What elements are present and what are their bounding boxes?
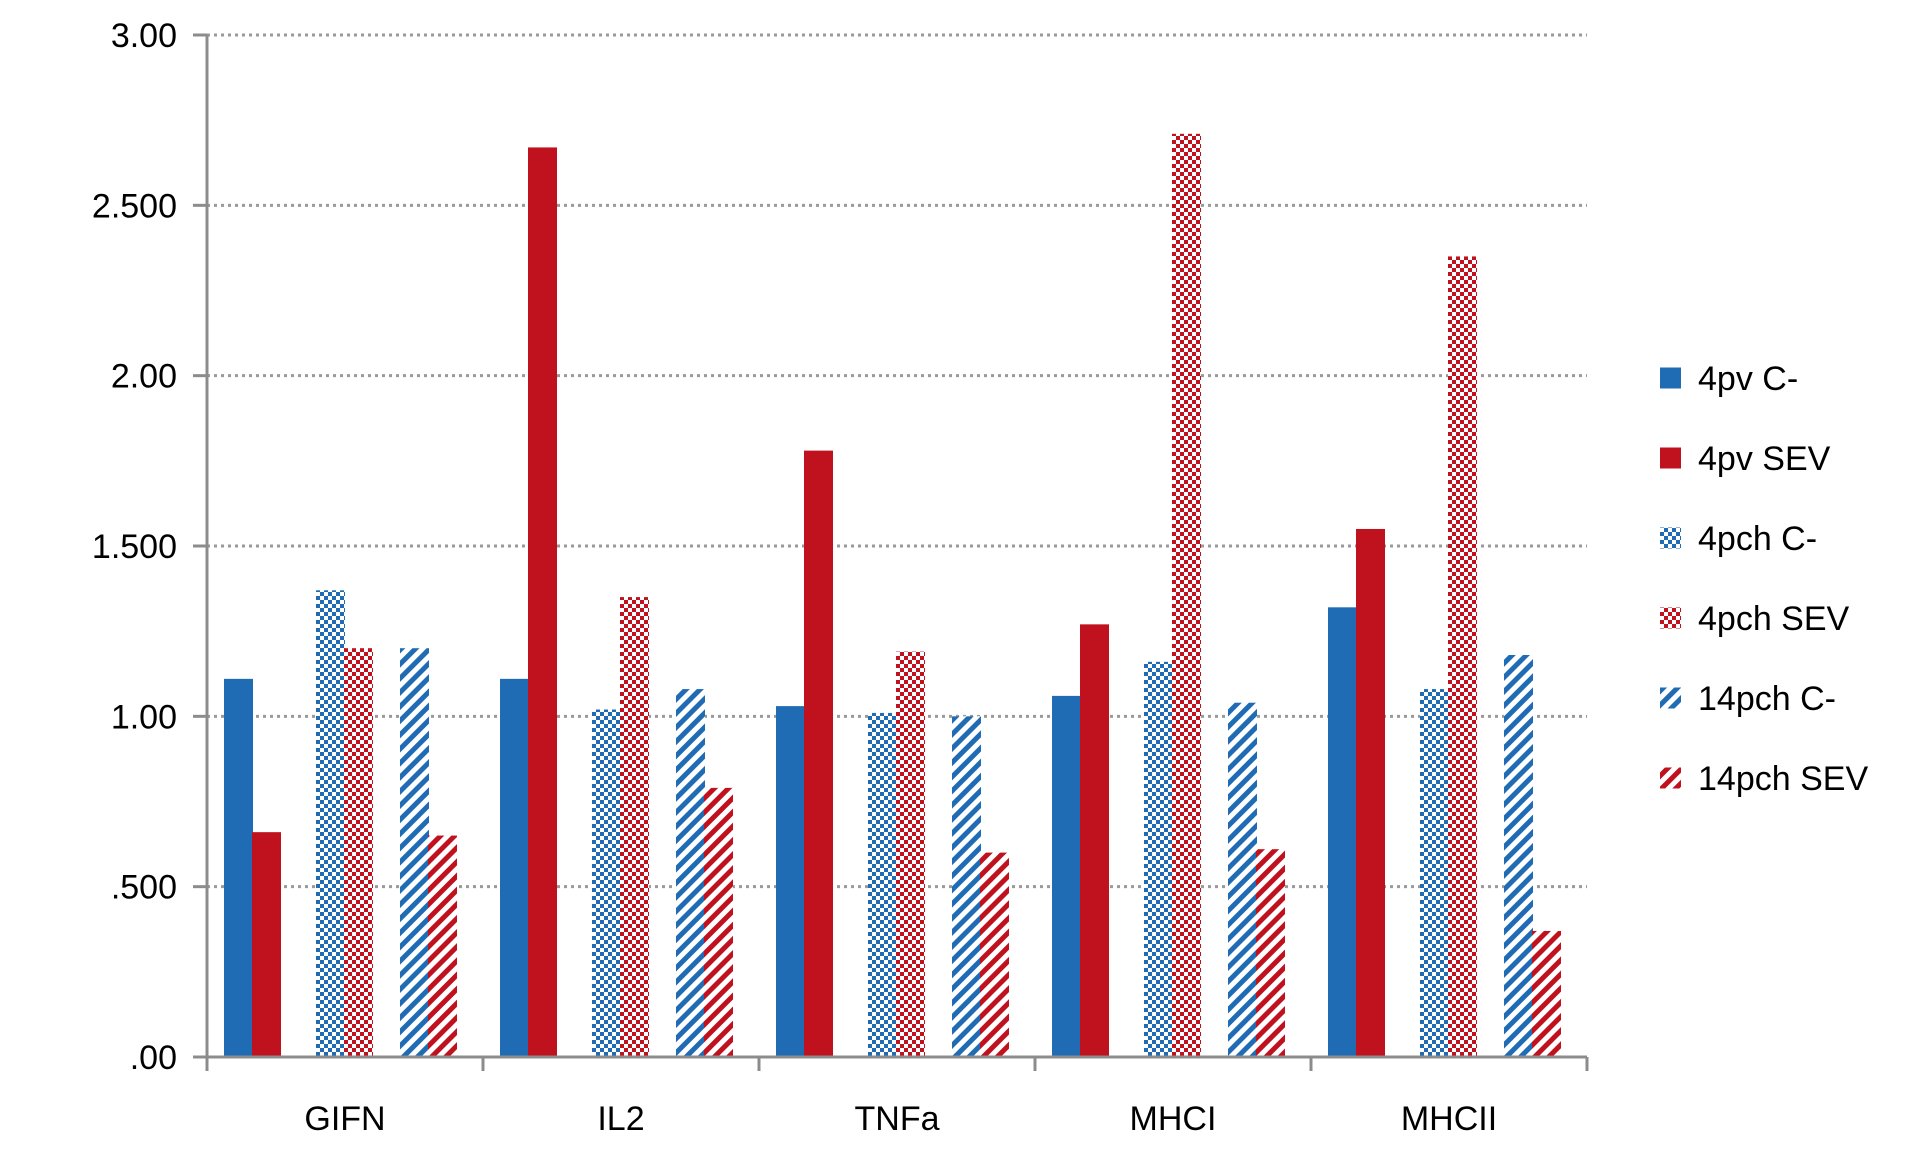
legend-swatch xyxy=(1660,367,1681,389)
x-axis-ticks: GIFN IL2 TNFa MHCI MHCII xyxy=(205,1057,1589,1138)
x-tick-label: MHCI xyxy=(1130,1100,1217,1138)
bar-tnfa-4pv-c- xyxy=(776,706,805,1057)
legend-swatch xyxy=(1660,607,1681,629)
legend-label: 4pch C- xyxy=(1698,520,1817,558)
bar-tnfa-14pch-c- xyxy=(952,716,981,1057)
legend-swatch xyxy=(1660,527,1681,549)
y-tick-label: .00 xyxy=(130,1039,177,1077)
bar-il2-4pch-sev xyxy=(620,597,649,1057)
legend-label: 4pv SEV xyxy=(1698,440,1831,478)
bar-gifn-4pch-sev xyxy=(344,648,373,1057)
bar-gifn-4pv-sev xyxy=(252,832,281,1057)
legend-label: 14pch SEV xyxy=(1698,760,1868,798)
bar-mhci-4pv-c- xyxy=(1052,695,1081,1057)
x-tick-label: MHCII xyxy=(1401,1100,1497,1138)
bar-il2-4pch-c- xyxy=(592,709,621,1057)
legend-label: 4pch SEV xyxy=(1698,600,1850,638)
legend-swatch xyxy=(1660,767,1681,789)
bar-il2-14pch-sev xyxy=(704,787,733,1057)
x-tick-label: TNFa xyxy=(855,1100,940,1138)
y-tick-label: 2.00 xyxy=(111,358,177,396)
bar-mhcii-4pch-sev xyxy=(1448,256,1477,1057)
bar-mhci-4pch-c- xyxy=(1144,661,1173,1057)
bar-tnfa-14pch-sev xyxy=(980,852,1009,1057)
y-tick-label: 2.500 xyxy=(92,187,177,225)
legend-label: 14pch C- xyxy=(1698,680,1836,718)
bar-mhci-4pch-sev xyxy=(1172,133,1201,1057)
legend: 4pv C- 4pv SEV 4pch C- 4pch SEV 14pch C- 14pc… xyxy=(1660,360,1868,798)
bar-tnfa-4pch-sev xyxy=(896,651,925,1057)
bar-il2-4pv-sev xyxy=(528,147,557,1058)
bar-il2-4pv-c- xyxy=(500,678,529,1057)
bar-mhcii-4pv-c- xyxy=(1328,607,1357,1057)
bars xyxy=(224,133,1561,1058)
bar-mhci-4pv-sev xyxy=(1080,624,1109,1057)
bar-mhcii-4pch-c- xyxy=(1420,689,1449,1057)
bar-mhci-14pch-c- xyxy=(1228,702,1257,1057)
bar-tnfa-4pv-sev xyxy=(804,450,833,1057)
bar-mhci-14pch-sev xyxy=(1256,849,1285,1057)
bar-tnfa-4pch-c- xyxy=(868,712,897,1057)
bar-gifn-14pch-sev xyxy=(428,835,457,1057)
bar-mhcii-14pch-sev xyxy=(1532,930,1561,1057)
legend-swatch xyxy=(1660,687,1681,709)
y-tick-label: 3.00 xyxy=(111,17,177,55)
bar-gifn-4pch-c- xyxy=(316,590,345,1057)
x-tick-label: GIFN xyxy=(304,1100,385,1138)
legend-label: 4pv C- xyxy=(1698,360,1798,398)
legend-swatch xyxy=(1660,447,1681,469)
y-axis-ticks: .00 .500 1.00 1.500 2.00 2.500 3.00 xyxy=(92,17,207,1077)
bar-il2-14pch-c- xyxy=(676,689,705,1057)
bar-gifn-4pv-c- xyxy=(224,678,253,1057)
x-tick-label: IL2 xyxy=(597,1100,644,1138)
bar-gifn-14pch-c- xyxy=(400,648,429,1057)
y-tick-label: 1.00 xyxy=(111,698,177,736)
y-tick-label: .500 xyxy=(111,869,177,907)
y-tick-label: 1.500 xyxy=(92,528,177,566)
bar-mhcii-4pv-sev xyxy=(1356,528,1385,1057)
bar-mhcii-14pch-c- xyxy=(1504,655,1533,1057)
